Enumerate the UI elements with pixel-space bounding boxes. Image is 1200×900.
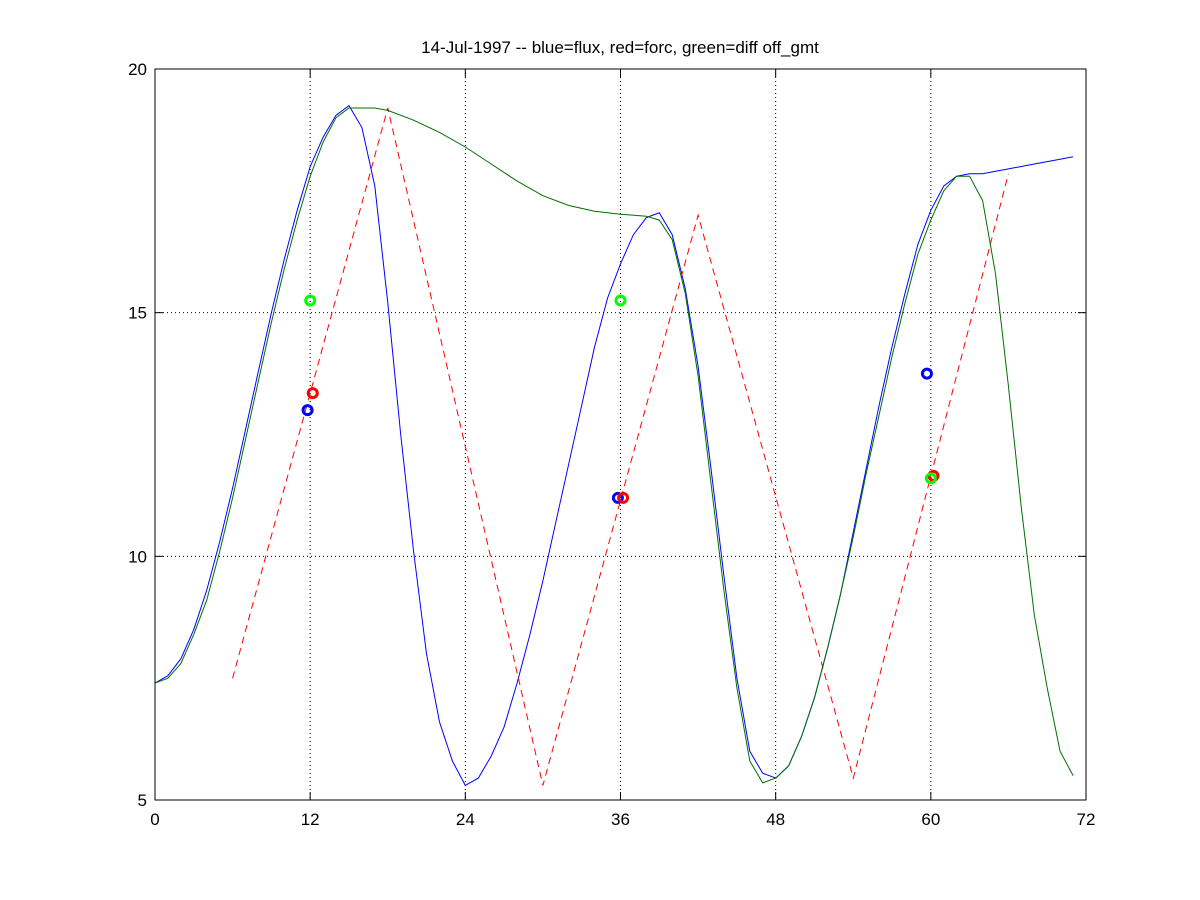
series-line-1 <box>154 104 1074 787</box>
data-marker <box>301 404 314 417</box>
y-tick-label: 15 <box>128 304 147 323</box>
tick-layer: 0 12 24 36 48 60 72 5 10 15 20 <box>128 60 1095 829</box>
data-marker <box>304 294 317 307</box>
series-layer <box>154 104 1074 787</box>
data-marker <box>614 294 627 307</box>
data-marker <box>617 491 630 504</box>
data-marker <box>920 367 933 380</box>
data-marker <box>306 387 319 400</box>
x-tick-label: 0 <box>150 810 159 829</box>
marker-layer <box>301 294 940 504</box>
chart-title: 14-Jul-1997 -- blue=flux, red=forc, gree… <box>421 38 819 57</box>
data-marker <box>611 491 624 504</box>
x-tick-label: 24 <box>456 810 475 829</box>
x-tick-label: 36 <box>611 810 630 829</box>
series-line-2 <box>232 107 1009 786</box>
series-line-3 <box>154 107 1074 784</box>
y-tick-label: 20 <box>128 60 147 79</box>
x-tick-label: 60 <box>921 810 940 829</box>
y-tick-label: 10 <box>128 547 147 566</box>
x-tick-label: 12 <box>301 810 320 829</box>
x-tick-label: 72 <box>1077 810 1096 829</box>
y-tick-label: 5 <box>138 791 147 810</box>
data-marker <box>924 472 937 485</box>
x-tick-label: 48 <box>766 810 785 829</box>
